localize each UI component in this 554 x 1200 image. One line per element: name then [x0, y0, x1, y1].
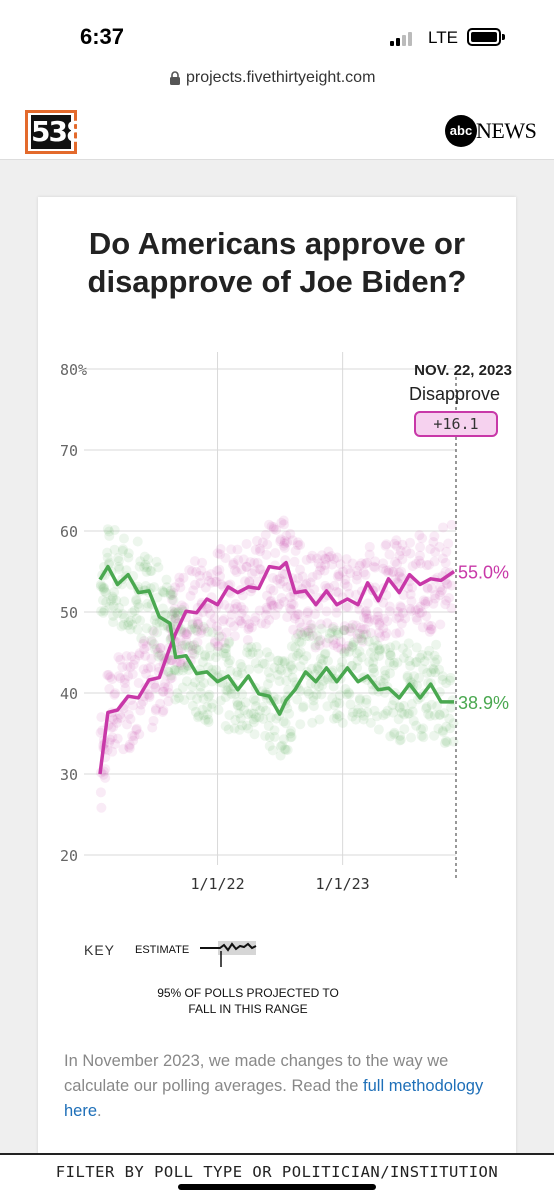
- y-tick-label: 70: [60, 442, 78, 460]
- methodology-tail: .: [97, 1102, 102, 1120]
- approve-end-label: 38.9%: [458, 693, 509, 713]
- title-line-2: disapprove of Joe Biden?: [87, 264, 467, 299]
- fivethirtyeight-logo[interactable]: 538: [25, 110, 85, 154]
- methodology-note: In November 2023, we made changes to the…: [64, 1049, 494, 1124]
- key-range-note-line-2: FALL IN THIS RANGE: [188, 1002, 308, 1016]
- hover-series-label: Disapprove: [408, 384, 501, 404]
- y-tick-label: 80%: [60, 361, 87, 379]
- y-tick-label: 30: [60, 766, 78, 784]
- key-estimate-icon: [200, 941, 257, 967]
- chart-card: Do Americans approve or disapprove of Jo…: [38, 197, 516, 1157]
- url-text: projects.fivethirtyeight.com: [186, 69, 376, 86]
- methodology-text: In November 2023, we made changes to the…: [64, 1052, 449, 1095]
- filter-label: FILTER BY POLL TYPE OR POLITICIAN/INSTIT…: [55, 1163, 499, 1181]
- address-bar[interactable]: projects.fivethirtyeight.com: [0, 60, 554, 102]
- disapprove-trend-line: [98, 560, 455, 775]
- key-range-note: 95% OF POLLS PROJECTED TO FALL IN THIS R…: [138, 985, 358, 1017]
- battery-tip: [502, 34, 505, 40]
- lock-icon: [170, 71, 180, 85]
- margin-badge: +16.1: [414, 411, 498, 437]
- hover-date: NOV. 22, 2023: [414, 362, 512, 379]
- abc-logo-icon[interactable]: abc: [445, 115, 477, 147]
- logo-text: 538: [31, 115, 85, 149]
- disapprove-poll-dots: [95, 515, 457, 813]
- x-tick-label: 1/1/23: [316, 875, 370, 893]
- disapprove-end-label: 55.0%: [458, 563, 509, 583]
- methodology-link[interactable]: full methodology here: [64, 1077, 484, 1120]
- signal-icon: [390, 30, 420, 46]
- y-tick-label: 20: [60, 847, 78, 865]
- key-range-note-line-1: 95% OF POLLS PROJECTED TO: [157, 986, 339, 1000]
- estimate-label: ESTIMATE: [135, 944, 190, 956]
- key-label: KEY: [84, 942, 116, 958]
- y-tick-label: 50: [60, 604, 78, 622]
- y-tick-label: 40: [60, 685, 78, 703]
- site-header: 538 abc NEWS: [0, 102, 554, 160]
- title-line-1: Do Americans approve or: [88, 226, 466, 261]
- chart-title: Do Americans approve or disapprove of Jo…: [38, 225, 516, 301]
- battery-icon: [467, 28, 501, 46]
- filter-bar[interactable]: FILTER BY POLL TYPE OR POLITICIAN/INSTIT…: [0, 1153, 554, 1200]
- chart-svg[interactable]: 20 30 40 50 60 70 80% 1/1/22 1/1/23 55.0% 38.9%: [38, 197, 516, 917]
- abc-news-text[interactable]: NEWS: [476, 118, 537, 143]
- network-label: LTE: [428, 28, 458, 47]
- approve-poll-dots: [95, 524, 459, 761]
- y-tick-label: 60: [60, 523, 78, 541]
- home-indicator: [178, 1184, 376, 1190]
- approve-trend-line: [98, 564, 454, 716]
- clock: 6:37: [80, 24, 125, 49]
- status-bar: 6:37 LTE: [0, 0, 554, 60]
- x-tick-label: 1/1/22: [190, 875, 244, 893]
